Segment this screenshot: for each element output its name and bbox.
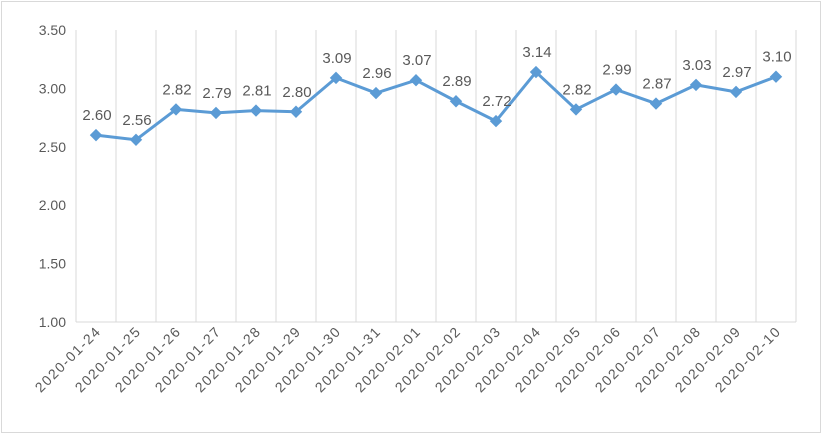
data-label: 3.07: [402, 52, 431, 69]
data-label: 3.10: [762, 49, 791, 66]
data-point: [289, 105, 303, 118]
data-label: 2.72: [482, 93, 511, 110]
data-label: 2.89: [442, 73, 471, 90]
data-point: [649, 97, 663, 110]
data-point: [129, 133, 143, 146]
data-point: [489, 114, 503, 128]
data-point: [249, 104, 263, 117]
data-point: [89, 128, 103, 142]
data-point: [569, 103, 583, 116]
data-label: 2.81: [242, 83, 271, 100]
data-label: 2.99: [602, 62, 631, 79]
data-point: [329, 71, 343, 85]
data-label: 2.87: [642, 76, 671, 93]
data-point: [209, 106, 223, 120]
series-line: [95, 70, 777, 142]
y-tick-label: 3.50: [39, 22, 66, 38]
y-tick-label: 1.50: [39, 256, 66, 272]
data-label: 2.97: [722, 64, 751, 81]
data-point: [689, 78, 703, 92]
y-tick-label: 3.00: [39, 80, 66, 96]
data-label: 2.60: [82, 107, 111, 124]
data-point: [449, 95, 463, 108]
data-label: 2.82: [562, 81, 591, 98]
data-label: 2.56: [122, 112, 151, 129]
data-point: [369, 86, 383, 100]
data-label: 2.82: [162, 81, 191, 98]
data-point: [769, 70, 783, 83]
data-label: 2.80: [282, 84, 311, 101]
data-point: [609, 83, 623, 96]
data-point: [169, 103, 183, 116]
data-label: 2.79: [202, 85, 231, 102]
y-tick-label: 1.00: [39, 314, 66, 330]
y-tick-label: 2.00: [39, 197, 66, 213]
data-point: [529, 65, 543, 79]
data-point: [729, 85, 743, 99]
data-label: 3.09: [322, 50, 351, 67]
y-tick-label: 2.50: [39, 139, 66, 155]
data-point: [409, 74, 423, 87]
data-label: 3.14: [522, 44, 551, 61]
data-label: 2.96: [362, 65, 391, 82]
data-label: 3.03: [682, 57, 711, 74]
